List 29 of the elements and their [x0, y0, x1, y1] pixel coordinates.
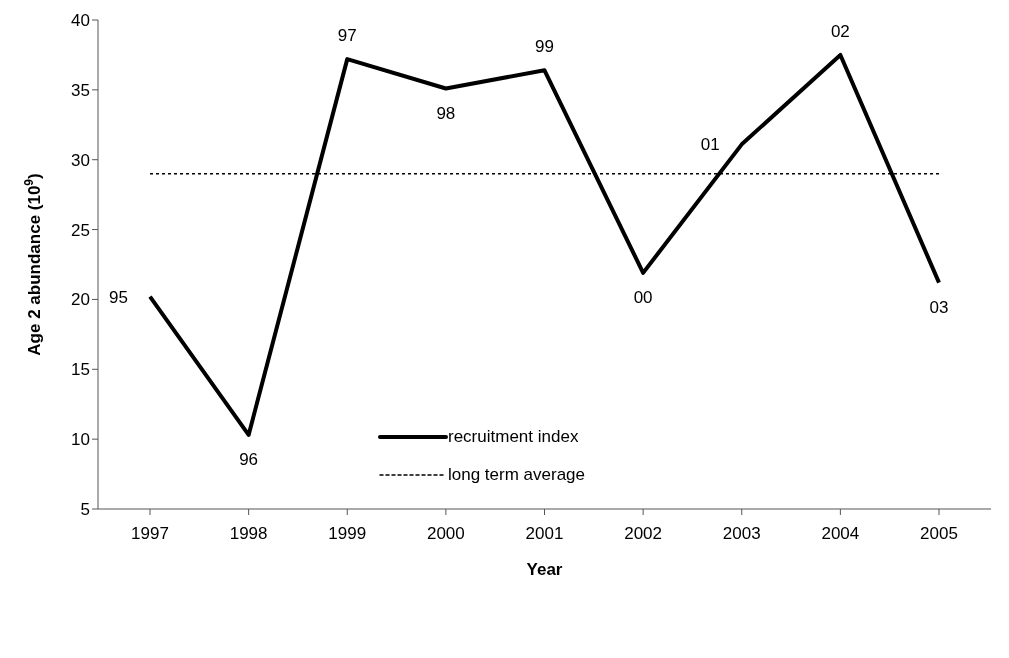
legend-label: recruitment index	[448, 427, 579, 447]
y-tick-label: 25	[71, 220, 90, 240]
x-tick-label: 1999	[328, 524, 367, 544]
y-tick-label: 30	[71, 150, 90, 170]
y-tick-label: 15	[71, 360, 90, 380]
annotation: 95	[109, 287, 128, 307]
y-tick-label: 10	[71, 430, 90, 450]
x-axis-title: Year	[526, 560, 563, 579]
legend-label: long term average	[448, 465, 586, 485]
x-tick-label: 2005	[920, 524, 958, 544]
y-tick-label: 35	[71, 80, 90, 100]
annotation: 01	[700, 135, 720, 155]
x-tick-label: 2000	[426, 524, 465, 544]
x-tick-label: 2004	[821, 524, 860, 544]
y-tick-label: 40	[71, 11, 90, 31]
annotation: 98	[436, 103, 456, 123]
annotation: 96	[239, 450, 259, 470]
x-tick-label: 2003	[722, 524, 761, 544]
x-tick-label: 2001	[525, 524, 564, 544]
x-tick-label: 1997	[131, 524, 169, 544]
annotation: 99	[535, 37, 554, 57]
x-tick-label: 2002	[624, 524, 663, 544]
y-tick-label: 20	[71, 290, 90, 310]
annotation: 02	[830, 21, 850, 41]
annotation: 03	[929, 297, 949, 317]
annotation: 97	[337, 26, 357, 46]
annotation: 00	[633, 287, 653, 307]
y-tick-label: 5	[80, 500, 90, 520]
x-tick-label: 1998	[229, 524, 268, 544]
